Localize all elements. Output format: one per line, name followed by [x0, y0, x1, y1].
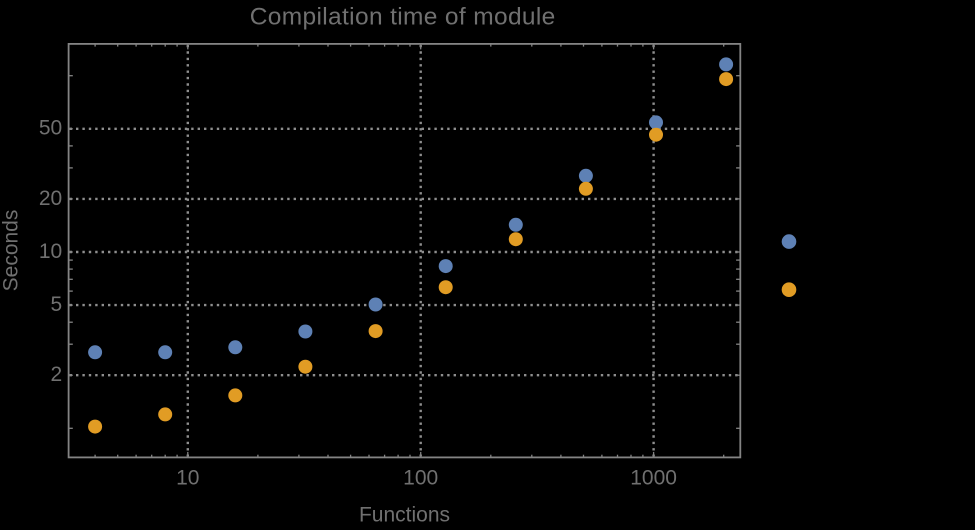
- svg-text:50: 50: [39, 117, 62, 140]
- svg-text:Functions: Functions: [359, 503, 450, 525]
- svg-text:Seconds: Seconds: [0, 210, 23, 292]
- svg-text:Compilation time of module: Compilation time of module: [250, 3, 556, 30]
- svg-text:5: 5: [51, 293, 63, 316]
- svg-text:10: 10: [39, 240, 62, 263]
- svg-text:2: 2: [51, 363, 63, 386]
- svg-text:100: 100: [403, 466, 438, 489]
- svg-text:20: 20: [39, 187, 62, 210]
- svg-text:10: 10: [176, 466, 199, 489]
- svg-text:1000: 1000: [630, 466, 677, 489]
